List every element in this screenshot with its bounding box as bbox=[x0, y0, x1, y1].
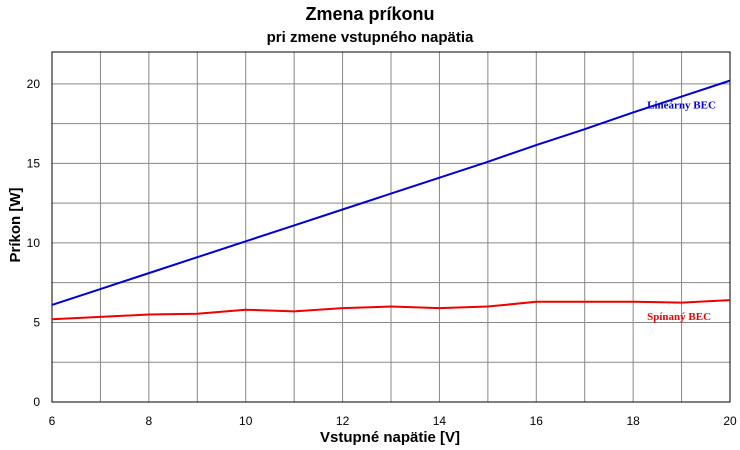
series-label-1: Lineárny BEC bbox=[647, 99, 716, 111]
x-axis-ticks: 6 8 10 12 14 16 18 20 bbox=[49, 414, 737, 428]
series-label-2: Spínaný BEC bbox=[647, 311, 711, 323]
chart-title: Zmena príkonu bbox=[305, 4, 434, 24]
x-tick-label: 20 bbox=[723, 414, 737, 428]
y-axis-label: Príkon [W] bbox=[7, 188, 24, 263]
x-tick-label: 12 bbox=[336, 414, 350, 428]
y-tick-label: 5 bbox=[33, 315, 40, 329]
y-axis-ticks: 0 5 10 15 20 bbox=[27, 77, 41, 409]
series-line-2 bbox=[51, 299, 731, 321]
y-tick-label: 10 bbox=[27, 236, 41, 250]
x-tick-label: 18 bbox=[626, 414, 640, 428]
x-tick-label: 10 bbox=[239, 414, 253, 428]
y-tick-label: 15 bbox=[27, 156, 41, 170]
x-tick-label: 8 bbox=[146, 414, 153, 428]
x-axis-label: Vstupné napätie [V] bbox=[320, 429, 460, 446]
x-tick-label: 16 bbox=[530, 414, 544, 428]
grid bbox=[52, 52, 730, 402]
y-tick-label: 20 bbox=[27, 77, 41, 91]
chart-subtitle: pri zmene vstupného napätia bbox=[267, 29, 474, 46]
series-line-1 bbox=[51, 79, 731, 306]
x-tick-label: 6 bbox=[49, 414, 56, 428]
x-tick-label: 14 bbox=[433, 414, 447, 428]
series-group: Lineárny BEC Spínaný BEC bbox=[51, 79, 731, 323]
plot-frame bbox=[51, 51, 731, 403]
y-tick-label: 0 bbox=[33, 395, 40, 409]
